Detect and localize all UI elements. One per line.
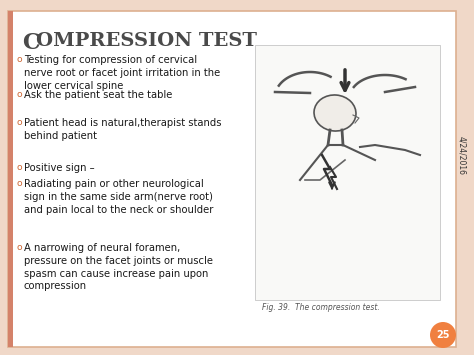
Ellipse shape xyxy=(314,95,356,131)
Text: Fig. 39.  The compression test.: Fig. 39. The compression test. xyxy=(262,303,380,312)
Text: Patient head is natural,therapist stands
behind patient: Patient head is natural,therapist stands… xyxy=(24,118,221,141)
Text: OMPRESSION TEST: OMPRESSION TEST xyxy=(36,32,257,50)
Circle shape xyxy=(430,322,456,348)
FancyBboxPatch shape xyxy=(255,45,440,300)
Text: Ask the patient seat the table: Ask the patient seat the table xyxy=(24,90,173,100)
Text: o: o xyxy=(17,90,23,99)
FancyBboxPatch shape xyxy=(8,11,13,347)
Text: o: o xyxy=(17,163,23,172)
FancyBboxPatch shape xyxy=(8,11,456,347)
Text: 4/24/2016: 4/24/2016 xyxy=(457,136,466,175)
Text: C: C xyxy=(22,32,40,54)
Text: o: o xyxy=(17,243,23,252)
Text: o: o xyxy=(17,179,23,188)
Text: Radiating pain or other neurological
sign in the same side arm(nerve root)
and p: Radiating pain or other neurological sig… xyxy=(24,179,213,215)
Text: 25: 25 xyxy=(436,330,450,340)
Text: A narrowing of neural foramen,
pressure on the facet joints or muscle
spasm can : A narrowing of neural foramen, pressure … xyxy=(24,243,213,291)
Text: o: o xyxy=(17,55,23,64)
Text: Positive sign –: Positive sign – xyxy=(24,163,95,173)
Text: o: o xyxy=(17,118,23,127)
Text: Testing for compression of cervical
nerve root or facet joint irritation in the
: Testing for compression of cervical nerv… xyxy=(24,55,220,91)
